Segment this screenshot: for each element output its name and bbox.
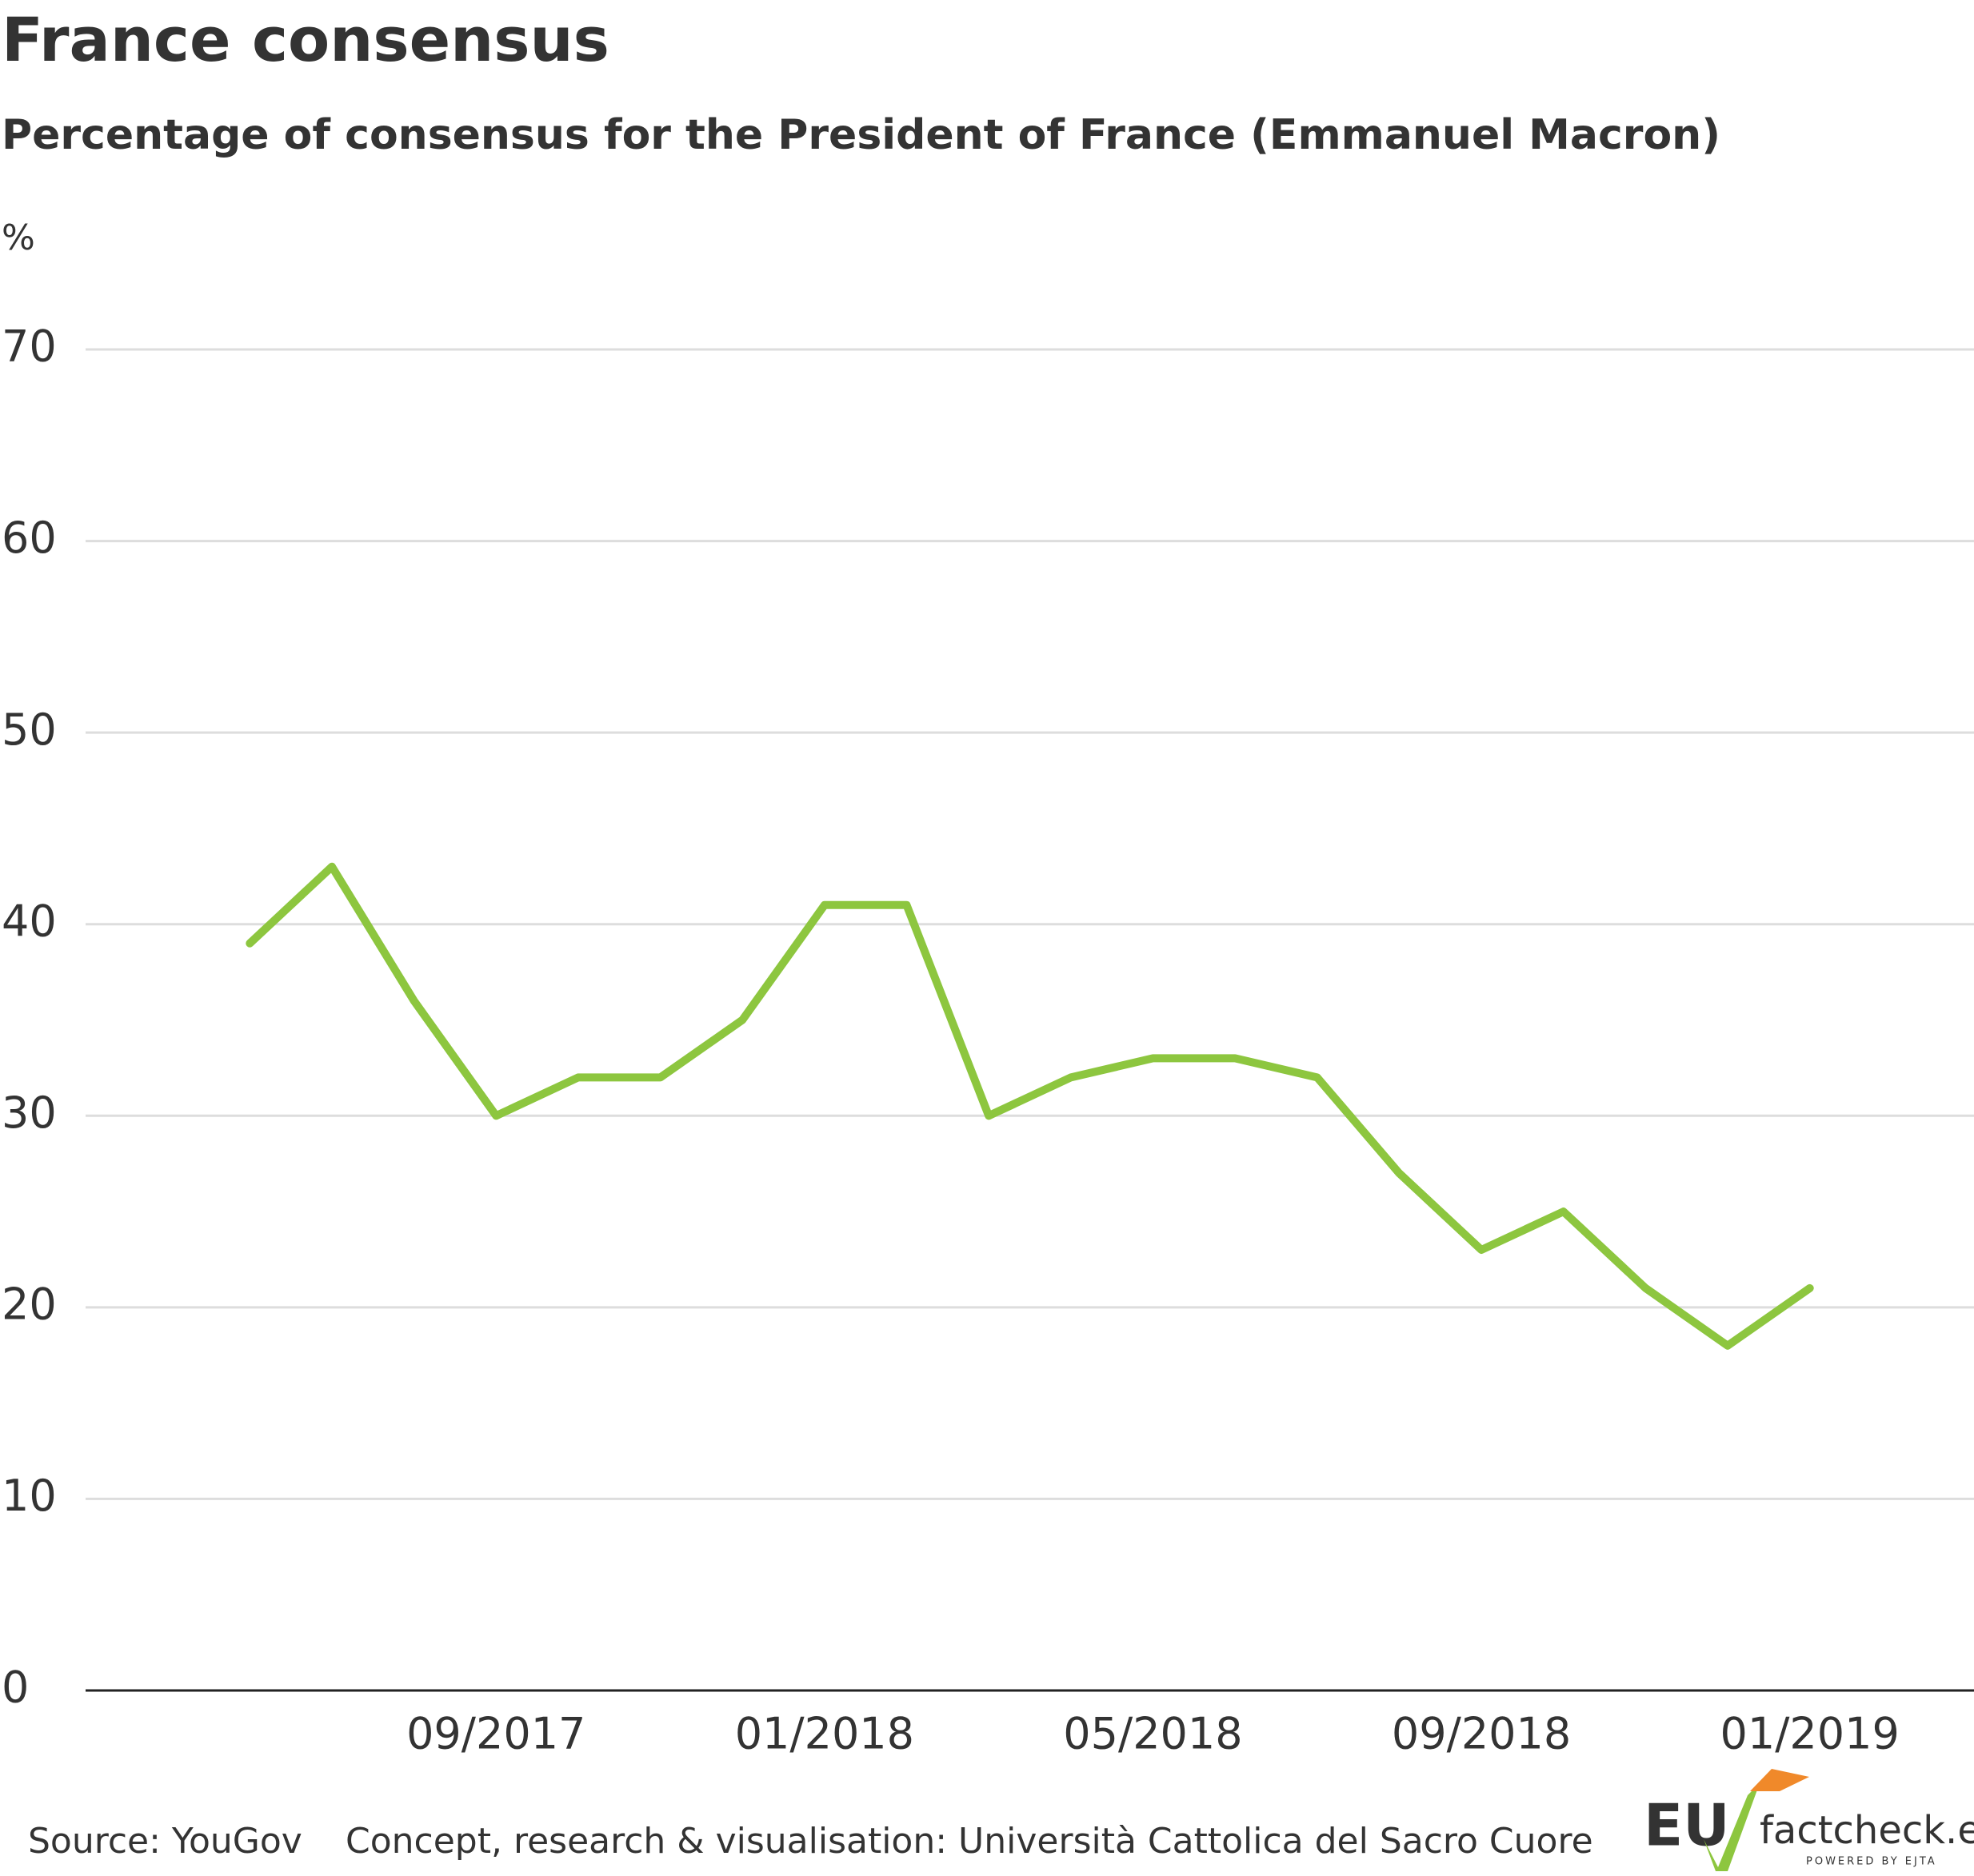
x-tick-label: 05/2018: [1063, 1709, 1242, 1759]
logo-flag: [1750, 1769, 1809, 1791]
y-tick-label: 0: [2, 1662, 29, 1713]
y-tick-label: 10: [2, 1471, 57, 1521]
logo-eu: EU: [1644, 1792, 1730, 1859]
logo-tagline: POWERED BY EJTA: [1806, 1856, 1937, 1868]
x-tick-label: 01/2019: [1720, 1709, 1900, 1759]
y-tick-label: 30: [2, 1088, 57, 1138]
data-line: [246, 862, 1814, 1350]
y-tick-label: 40: [2, 896, 57, 946]
source: Source: YouGov: [28, 1821, 302, 1862]
x-tick-label: 01/2018: [735, 1709, 914, 1759]
logo: EU factcheck.eu POWERED BY EJTA: [1644, 1769, 1974, 1871]
y-tick-label: 60: [2, 513, 57, 563]
logo-check: [1704, 1783, 1760, 1871]
x-tick-label: 09/2018: [1392, 1709, 1571, 1759]
chart-title: France consensus: [2, 4, 609, 75]
chart-subtitle: Percentage of consensus for the Presiden…: [2, 111, 1720, 159]
credit: Concept, research & visualisation: Unive…: [346, 1821, 1593, 1862]
y-tick-label: 20: [2, 1279, 57, 1329]
x-tick-label: 09/2017: [406, 1709, 585, 1759]
y-tick-label: 50: [2, 704, 57, 755]
y-tick-label: 70: [2, 321, 57, 372]
logo-site: factcheck.eu: [1760, 1808, 1974, 1853]
y-axis-label: %: [2, 218, 35, 258]
